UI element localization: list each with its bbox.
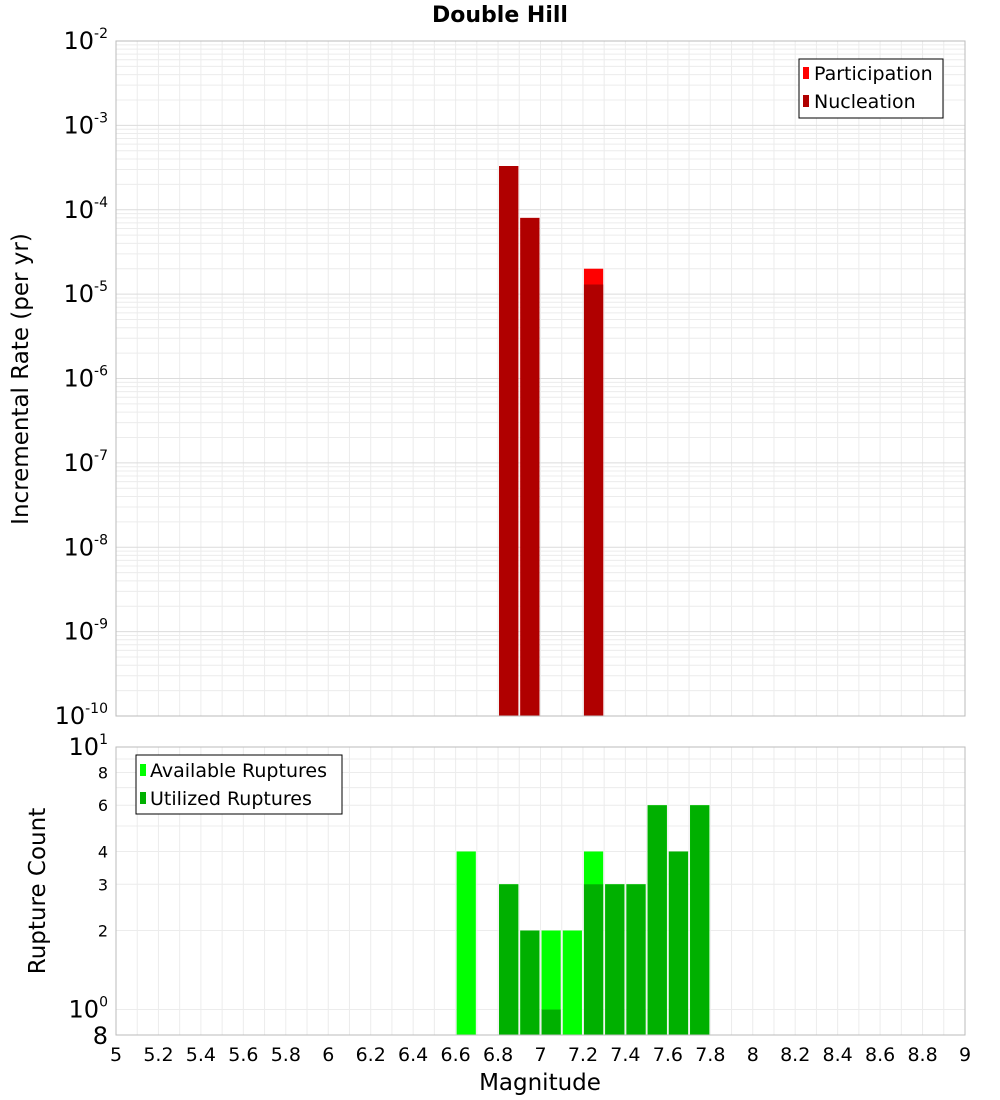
- x-tick-label: 6.6: [440, 1044, 470, 1066]
- utilized-ruptures-bar: [541, 1009, 561, 1035]
- available-ruptures-bar: [541, 930, 561, 1035]
- x-tick-label: 6.8: [483, 1044, 513, 1066]
- bottom-y-tick-label: 8: [98, 763, 108, 782]
- x-tick-label: 9: [959, 1044, 971, 1066]
- x-tick-label: 8.2: [780, 1044, 810, 1066]
- top-legend-label: Nucleation: [814, 91, 916, 113]
- bottom-y-tick-label: 8: [93, 1022, 108, 1050]
- bottom-legend-label: Utilized Ruptures: [150, 788, 312, 810]
- nucleation-bar: [520, 217, 540, 716]
- x-tick-label: 7.2: [568, 1044, 598, 1066]
- top-y-tick-label: 10-8: [63, 532, 108, 561]
- top-y-axis-label: Incremental Rate (per yr): [8, 233, 34, 525]
- top-y-tick-label: 10-6: [63, 364, 108, 393]
- top-y-tick-label: 10-5: [63, 279, 108, 308]
- x-tick-label: 8: [747, 1044, 759, 1066]
- top-legend-swatch: [803, 95, 809, 107]
- x-tick-label: 7.6: [653, 1044, 683, 1066]
- x-tick-label: 6.4: [398, 1044, 428, 1066]
- bottom-y-tick-label: 3: [98, 875, 108, 894]
- nucleation-bar: [583, 284, 604, 716]
- available-ruptures-bar: [456, 851, 476, 1035]
- top-y-tick-label: 10-2: [63, 26, 108, 55]
- x-tick-label: 8.4: [823, 1044, 853, 1066]
- top-y-tick-label: 10-7: [63, 448, 108, 477]
- utilized-ruptures-bar: [499, 884, 519, 1035]
- x-tick-label: 6.2: [356, 1044, 386, 1066]
- utilized-ruptures-bar: [626, 884, 646, 1035]
- utilized-ruptures-bar: [668, 851, 689, 1035]
- x-tick-label: 7.8: [695, 1044, 725, 1066]
- bottom-y-axis-label: Rupture Count: [25, 808, 51, 974]
- x-tick-label: 5.6: [228, 1044, 258, 1066]
- top-legend-swatch: [803, 67, 809, 79]
- bottom-y-tick-label-major: 100: [69, 995, 108, 1024]
- utilized-ruptures-bar: [583, 884, 604, 1035]
- x-tick-label: 8.6: [865, 1044, 895, 1066]
- top-y-tick-label: 10-4: [63, 195, 108, 224]
- available-ruptures-bar: [562, 930, 582, 1035]
- bottom-legend-label: Available Ruptures: [150, 760, 327, 782]
- x-tick-label: 6: [322, 1044, 334, 1066]
- bottom-legend-swatch: [140, 764, 146, 776]
- nucleation-bar: [499, 166, 519, 717]
- top-plot-frame: [115, 40, 966, 717]
- x-axis-label: Magnitude: [479, 1070, 601, 1096]
- top-legend-label: Participation: [814, 63, 933, 85]
- bottom-legend-swatch: [140, 792, 146, 804]
- x-tick-label: 7: [534, 1044, 546, 1066]
- utilized-ruptures-bar: [647, 805, 667, 1035]
- bottom-y-tick-label: 2: [98, 922, 108, 941]
- x-tick-label: 5: [110, 1044, 122, 1066]
- x-tick-label: 5.4: [186, 1044, 216, 1066]
- utilized-ruptures-bar: [520, 930, 540, 1035]
- top-y-tick-label: 10-9: [63, 617, 108, 646]
- x-tick-label: 7.4: [610, 1044, 640, 1066]
- x-tick-label: 5.8: [271, 1044, 301, 1066]
- x-tick-label: 5.2: [143, 1044, 173, 1066]
- top-y-tick-label: 10-10: [55, 701, 108, 730]
- bottom-legend-box: [135, 754, 343, 815]
- x-tick-label: 8.8: [907, 1044, 937, 1066]
- utilized-ruptures-bar: [605, 884, 625, 1035]
- bottom-y-tick-label: 6: [98, 796, 108, 815]
- bottom-y-tick-label: 4: [98, 842, 108, 861]
- chart-title: Double Hill: [432, 3, 568, 28]
- utilized-ruptures-bar: [690, 805, 710, 1035]
- top-y-tick-label: 10-3: [63, 110, 108, 139]
- bottom-plot-frame: [115, 746, 966, 1036]
- bottom-y-tick-label-major: 101: [69, 732, 108, 761]
- top-legend-box: [798, 58, 944, 119]
